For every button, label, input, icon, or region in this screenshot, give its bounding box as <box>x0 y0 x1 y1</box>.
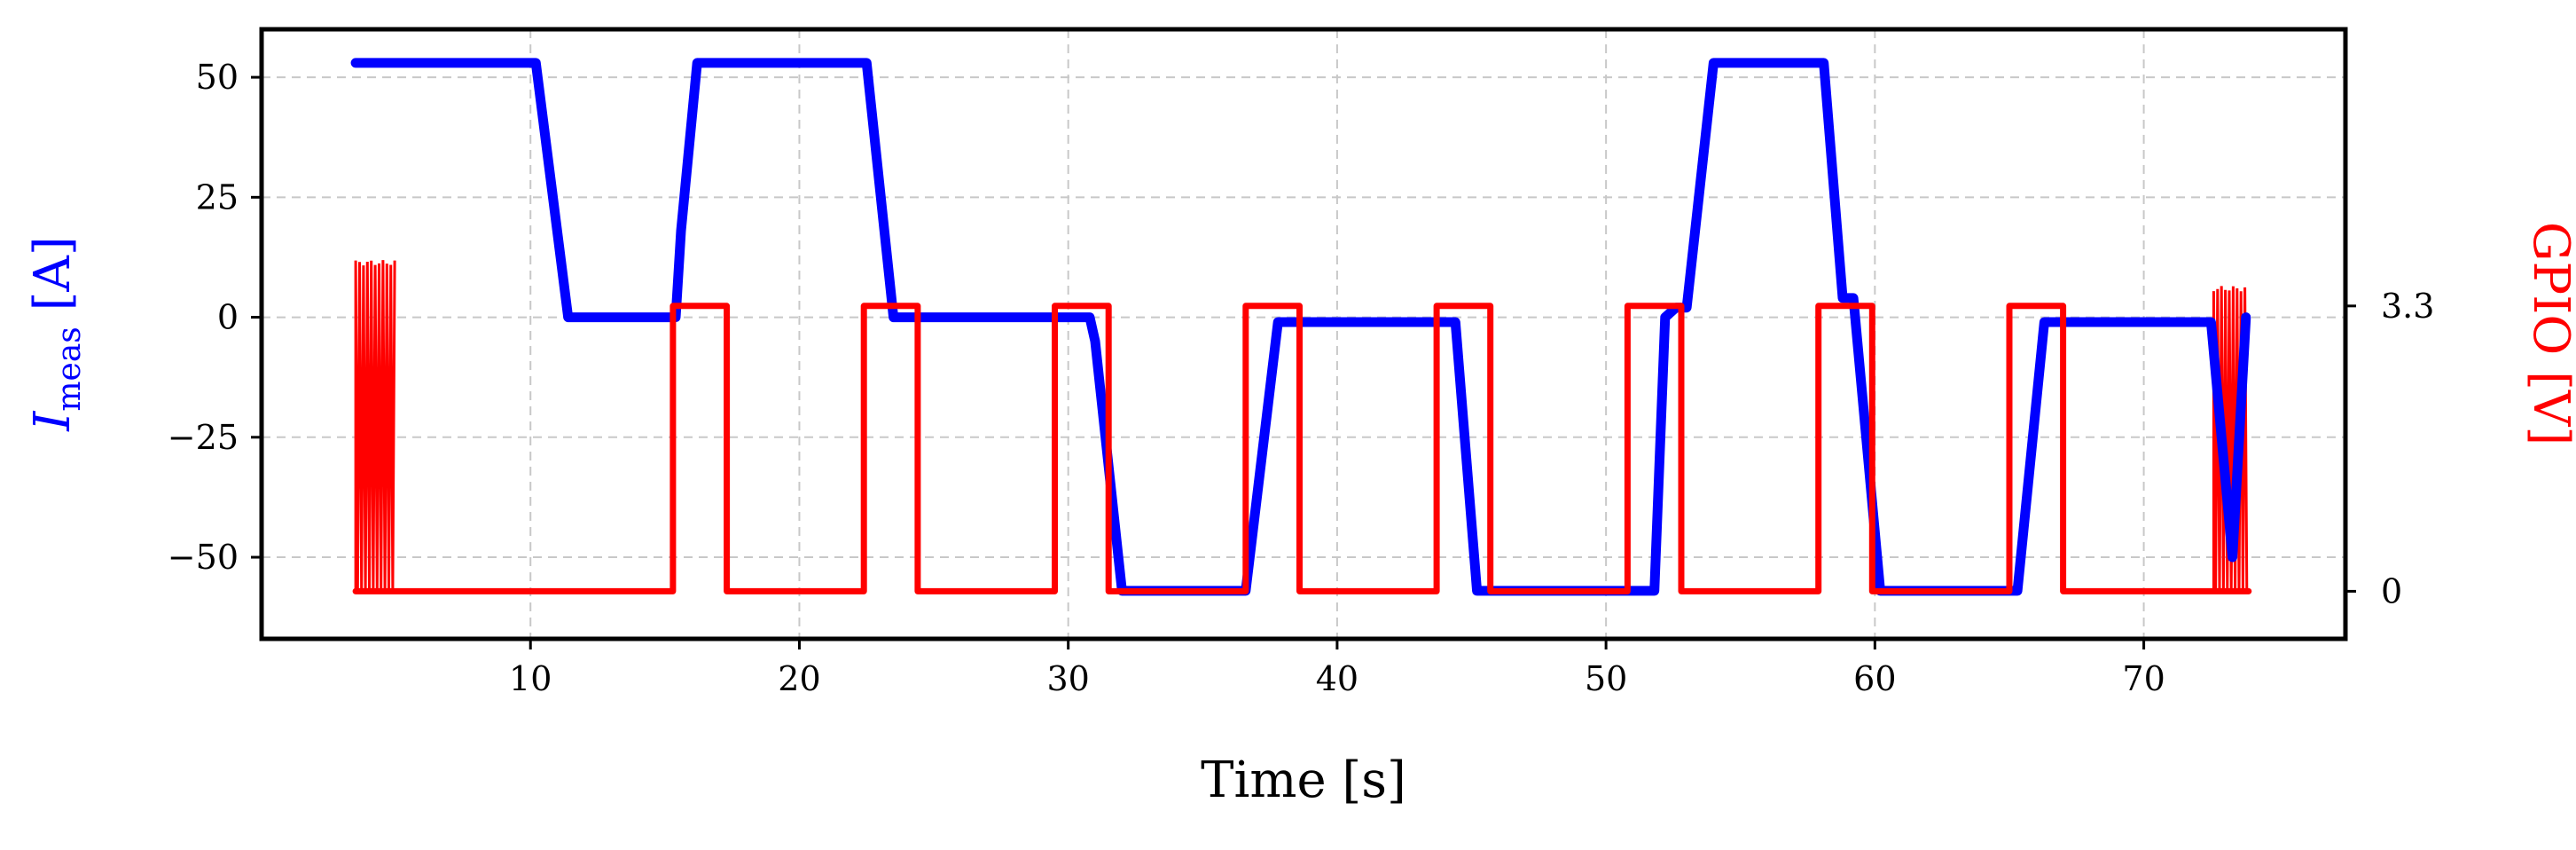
y-right-tick-label: 3.3 <box>2381 287 2434 326</box>
y-axis-left-title: Imeas [A] <box>24 236 88 431</box>
ticks: 10 20 30 40 50 60 70 50 25 0 −25 −50 3.3 0 <box>168 58 2435 698</box>
grid <box>262 29 2345 639</box>
gpio-burst <box>2212 286 2249 592</box>
y-left-tick-label: 50 <box>196 58 239 97</box>
y-axis-right-title: GPIO [V] <box>2522 222 2576 445</box>
x-tick-label: 60 <box>1853 659 1896 698</box>
x-tick-label: 50 <box>1585 659 1627 698</box>
y-left-tick-label: 25 <box>196 177 239 216</box>
plot-marks <box>350 58 2252 596</box>
gpio-burst <box>354 260 396 592</box>
x-tick-label: 40 <box>1316 659 1358 698</box>
x-tick-label: 70 <box>2122 659 2165 698</box>
y-right-tick-label: 0 <box>2381 571 2402 610</box>
x-tick-label: 10 <box>509 659 552 698</box>
plot-frame <box>259 27 2348 641</box>
series-line-gpio <box>352 303 2252 594</box>
y-left-tick-label: 0 <box>217 298 239 337</box>
x-tick-label: 20 <box>778 659 820 698</box>
x-axis-title: Time [s] <box>1201 752 1406 809</box>
x-tick-label: 30 <box>1046 659 1089 698</box>
y-left-tick-label: −50 <box>168 538 239 577</box>
y-left-tick-label: −25 <box>168 418 239 457</box>
